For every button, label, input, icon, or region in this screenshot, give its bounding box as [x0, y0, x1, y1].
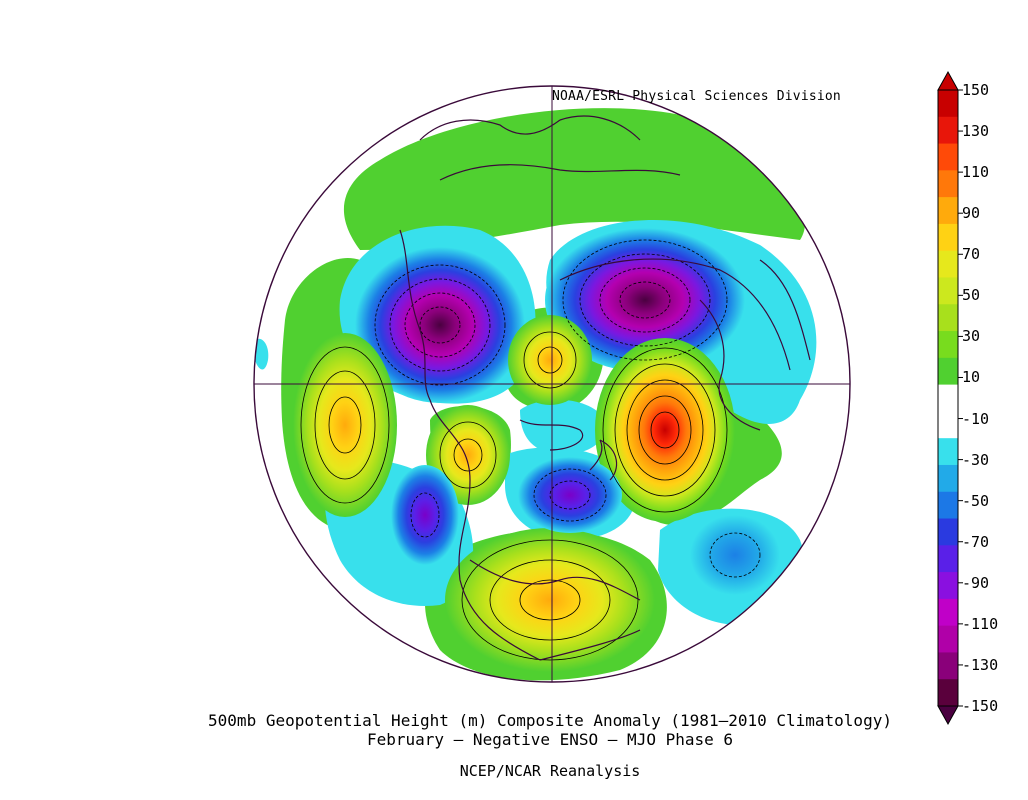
colorbar-label: -110 [962, 614, 999, 633]
colorbar-label: -70 [962, 532, 990, 551]
low-north-pacific [355, 247, 525, 403]
low-atlantic-sub [690, 515, 780, 595]
colorbar-segment [938, 625, 958, 653]
anomaly-field [254, 86, 850, 682]
colorbar-segment [938, 277, 958, 305]
high-south [445, 528, 655, 672]
colorbar-segment [938, 90, 958, 118]
colorbar-label: 90 [962, 204, 981, 223]
colorbar-segment [938, 598, 958, 627]
colorbar-segment [938, 250, 958, 278]
colorbar-label: 30 [962, 327, 981, 346]
colorbar-segment [938, 518, 958, 546]
colorbar-label: -90 [962, 573, 990, 592]
cyan-zone-edge-west [255, 338, 269, 370]
low-east-canada [518, 457, 622, 533]
colorbar-label: -30 [962, 450, 990, 469]
colorbar-segment [938, 652, 958, 680]
colorbar-segment [938, 545, 958, 573]
colorbar-segment [938, 491, 958, 520]
caption-source: NCEP/NCAR Reanalysis [459, 762, 641, 780]
colorbar-segment [938, 197, 958, 225]
caption-subtitle: February – Negative ENSO – MJO Phase 6 [366, 730, 734, 749]
colorbar-segment [938, 679, 958, 707]
low-east-siberia [545, 228, 745, 372]
globe-outline [253, 85, 851, 683]
colorbar-segment [938, 357, 958, 386]
colorbar-min-arrow [937, 705, 959, 726]
colorbar-segment [938, 304, 958, 332]
cyan-zone-center [520, 399, 606, 455]
colorbar-label: -130 [962, 655, 999, 674]
colorbar-segment [938, 464, 958, 493]
colorbar-segment [938, 143, 958, 171]
colorbar-label: 10 [962, 368, 981, 387]
negative-contours [374, 239, 761, 578]
coastlines [399, 115, 811, 661]
credit-text: NOAA/ESRL Physical Sciences Division [552, 89, 841, 104]
colorbar-segment [938, 223, 958, 252]
colorbar-label: -150 [962, 697, 999, 715]
colorbar-segment [938, 438, 958, 466]
colorbar [937, 70, 963, 726]
caption-title: 500mb Geopotential Height (m) Composite … [208, 711, 892, 730]
colorbar-label: 130 [962, 122, 990, 141]
colorbar-label: -10 [962, 409, 990, 428]
colorbar-label: -50 [962, 491, 990, 510]
colorbar-segment [938, 411, 958, 439]
colorbar-segment [938, 384, 958, 412]
colorbar-segment [938, 572, 958, 600]
colorbar-segment [938, 170, 958, 198]
colorbar-max-arrow [937, 70, 959, 91]
high-northeast-pacific [293, 333, 397, 517]
colorbar-label: 50 [962, 286, 981, 305]
colorbar-segment [938, 116, 958, 145]
high-arctic [508, 315, 592, 405]
colorbar-label: 110 [962, 163, 990, 182]
colorbar-label: 70 [962, 245, 981, 264]
low-pacific-east [391, 465, 459, 565]
colorbar-label: 150 [962, 81, 990, 99]
colorbar-segment [938, 331, 958, 359]
positive-contours [300, 331, 728, 661]
green-zone-top [343, 108, 806, 250]
